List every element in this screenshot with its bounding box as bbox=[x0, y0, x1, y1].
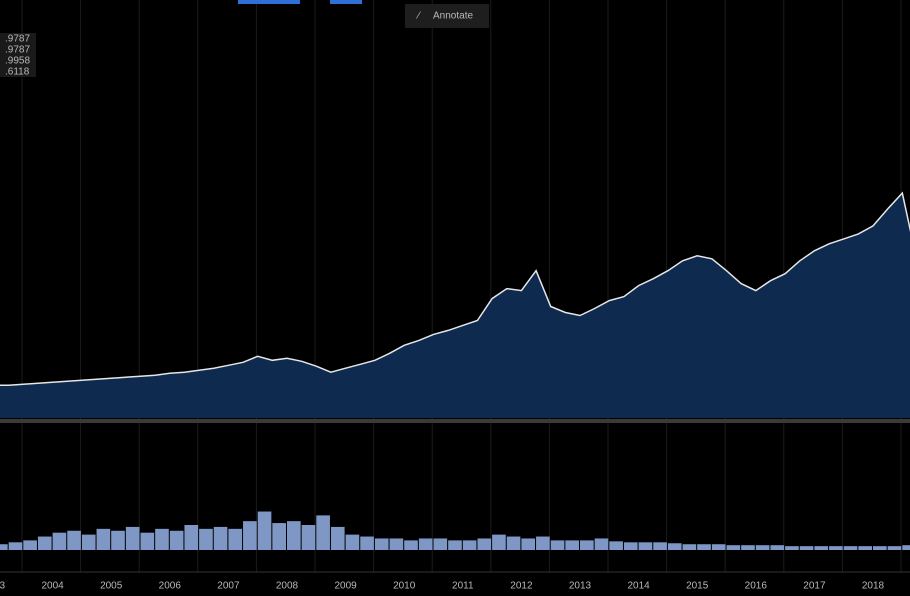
volume-bar bbox=[785, 546, 799, 550]
x-tick-label: 2016 bbox=[745, 581, 768, 592]
x-tick-label: 2008 bbox=[276, 581, 299, 592]
x-tick-label: 2011 bbox=[452, 581, 474, 592]
volume-bar bbox=[360, 536, 374, 550]
volume-bar bbox=[623, 542, 638, 550]
x-tick-label: 2006 bbox=[159, 581, 182, 592]
volume-bar bbox=[521, 538, 536, 550]
volume-bar bbox=[711, 544, 726, 550]
volume-bar bbox=[609, 541, 623, 550]
volume-bar bbox=[374, 538, 389, 550]
volume-bar bbox=[389, 538, 404, 550]
x-tick-label: 2007 bbox=[217, 581, 240, 592]
annotate-button[interactable] bbox=[405, 4, 489, 28]
volume-bar bbox=[155, 528, 169, 550]
legend-value: .9787 bbox=[5, 34, 30, 45]
volume-bar bbox=[726, 545, 741, 550]
x-tick-label: 2018 bbox=[862, 581, 885, 592]
annotate-label: Annotate bbox=[433, 11, 473, 22]
volume-bar bbox=[67, 530, 81, 550]
volume-bar bbox=[418, 538, 433, 550]
volume-bar bbox=[184, 525, 199, 550]
legend-value: .9787 bbox=[5, 45, 30, 56]
volume-bar bbox=[8, 542, 23, 550]
volume-bar bbox=[755, 545, 770, 550]
x-tick-label: 2003 bbox=[0, 581, 6, 592]
volume-bar bbox=[272, 523, 286, 550]
volume-bar bbox=[37, 536, 52, 550]
volume-bar bbox=[682, 544, 697, 550]
volume-bar bbox=[23, 540, 37, 550]
volume-bar bbox=[536, 536, 550, 550]
volume-bar bbox=[741, 545, 755, 550]
price-area bbox=[0, 193, 910, 418]
x-tick-label: 2004 bbox=[41, 581, 64, 592]
volume-bar bbox=[0, 544, 8, 550]
legend-value: .9958 bbox=[5, 56, 30, 67]
volume-bar bbox=[477, 538, 492, 550]
volume-bar bbox=[111, 530, 125, 550]
volume-bar bbox=[199, 528, 213, 550]
x-tick-label: 2013 bbox=[569, 581, 592, 592]
x-tick-label: 2010 bbox=[393, 581, 416, 592]
volume-bar bbox=[125, 526, 140, 550]
toolbar-button[interactable] bbox=[330, 0, 362, 4]
volume-bar bbox=[858, 546, 872, 550]
volume-bar bbox=[565, 540, 579, 550]
volume-bar bbox=[814, 546, 829, 550]
volume-bar bbox=[506, 536, 521, 550]
volume-bar bbox=[873, 546, 887, 550]
volume-bar bbox=[81, 534, 96, 550]
volume-bar bbox=[492, 534, 506, 550]
volume-bar bbox=[462, 540, 477, 550]
volume-bar bbox=[433, 538, 448, 550]
volume-bar bbox=[697, 544, 711, 550]
x-tick-label: 2012 bbox=[510, 581, 533, 592]
volume-bar bbox=[829, 546, 843, 550]
volume-bar bbox=[653, 542, 667, 550]
volume-bar bbox=[404, 540, 418, 550]
volume-bar bbox=[843, 546, 858, 550]
volume-bar bbox=[52, 532, 67, 550]
legend-box bbox=[0, 33, 36, 77]
volume-bar bbox=[257, 511, 272, 550]
volume-bar bbox=[667, 543, 682, 550]
volume-bar bbox=[448, 540, 462, 550]
price-line bbox=[0, 191, 910, 386]
volume-bar bbox=[887, 546, 902, 550]
volume-bar bbox=[902, 545, 910, 550]
volume-bar bbox=[638, 542, 653, 550]
x-tick-label: 2015 bbox=[686, 581, 709, 592]
x-tick-label: 2017 bbox=[803, 581, 826, 592]
volume-bar bbox=[345, 534, 360, 550]
panel-divider bbox=[0, 419, 910, 423]
annotate-icon: ⁄ bbox=[415, 11, 421, 22]
volume-bar bbox=[228, 528, 243, 550]
volume-bar bbox=[580, 540, 594, 550]
volume-bar bbox=[799, 546, 814, 550]
volume-bar bbox=[316, 515, 330, 550]
volume-bar bbox=[301, 525, 316, 550]
volume-bar bbox=[550, 540, 565, 550]
x-tick-label: 2014 bbox=[627, 581, 650, 592]
volume-bar bbox=[213, 526, 228, 550]
toolbar-button[interactable] bbox=[238, 0, 300, 4]
volume-bar bbox=[330, 526, 345, 550]
volume-bar bbox=[96, 528, 111, 550]
volume-bar bbox=[770, 545, 785, 550]
volume-bar bbox=[140, 532, 155, 550]
volume-bar bbox=[287, 521, 301, 550]
x-tick-label: 2005 bbox=[100, 581, 123, 592]
volume-bar bbox=[169, 530, 184, 550]
legend-value: .6118 bbox=[5, 67, 30, 78]
volume-bar bbox=[594, 538, 609, 550]
volume-bar bbox=[243, 521, 257, 550]
x-tick-label: 2009 bbox=[334, 581, 357, 592]
